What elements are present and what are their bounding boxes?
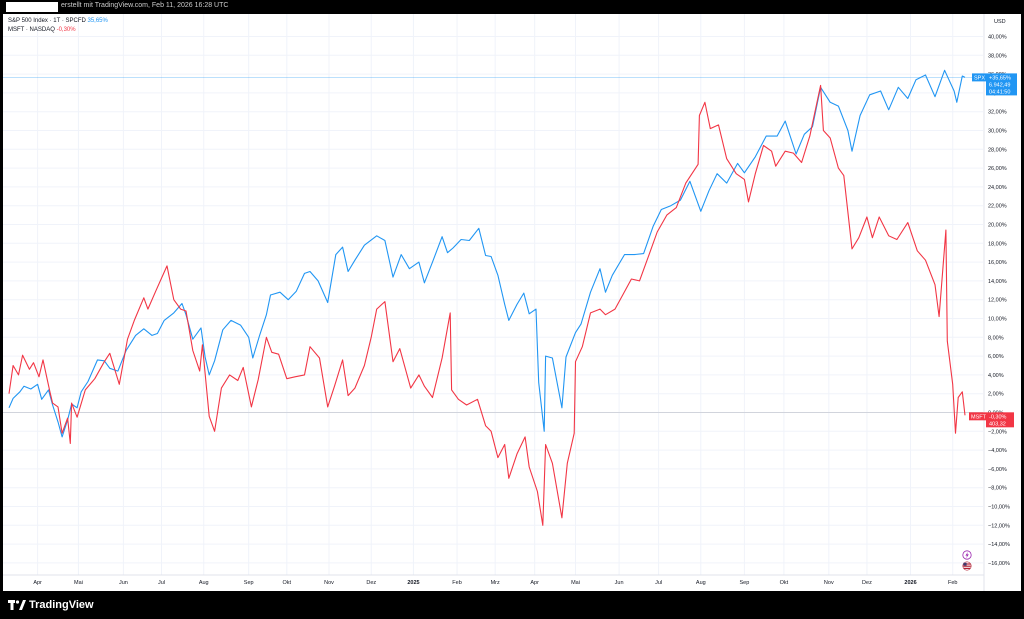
legend-spx-value: 35,65%: [87, 18, 108, 24]
x-tick-label: Apr: [530, 580, 539, 586]
x-tick-label: 2025: [407, 580, 419, 586]
x-tick-label: Feb: [452, 580, 461, 586]
y-tick-label: 26,00%: [988, 166, 1007, 172]
created-with-caption: erstellt mit TradingView.com, Feb 11, 20…: [61, 2, 229, 9]
msft-series-line: [8, 84, 966, 526]
x-tick-label: Nov: [324, 580, 334, 586]
x-tick-label: 2026: [904, 580, 916, 586]
spx-value-line: 6.942,49: [989, 82, 1010, 88]
y-tick-label: 2,00%: [988, 392, 1004, 398]
x-tick-label: Dez: [862, 580, 872, 586]
y-tick-label: 22,00%: [988, 204, 1007, 210]
msft-symbol-label: MSFT: [971, 414, 987, 420]
y-tick-label: 20,00%: [988, 223, 1007, 229]
x-tick-label: Feb: [948, 580, 957, 586]
x-tick-label: Aug: [199, 580, 209, 586]
time-axis: Apr Mai Jun Jul Aug Sep Okt Nov Dez 2025 Feb Mrz Apr…: [33, 580, 957, 586]
msft-symbol-tag: [969, 412, 986, 421]
spx-symbol-tag: [972, 73, 986, 82]
x-tick-label: Jul: [158, 580, 165, 586]
x-tick-label: Nov: [824, 580, 834, 586]
legend-msft-value: -0,30%: [56, 27, 76, 33]
spx-value-box: [986, 73, 1017, 96]
y-tick-label: 40,00%: [988, 35, 1007, 41]
y-tick-label: 18,00%: [988, 241, 1007, 247]
y-tick-label: 30,00%: [988, 129, 1007, 135]
x-tick-label: Jun: [119, 580, 128, 586]
y-tick-label: −14,00%: [988, 542, 1010, 548]
header-bar: erstellt mit TradingView.com, Feb 11, 20…: [0, 0, 1024, 14]
x-tick-label: Apr: [33, 580, 42, 586]
lightning-icon-bolt: [965, 552, 969, 559]
y-tick-label: −16,00%: [988, 561, 1010, 567]
y-tick-label: 14,00%: [988, 279, 1007, 285]
tradingview-logo-icon: [8, 599, 26, 610]
us-flag-canton: [963, 562, 967, 566]
legend-msft[interactable]: MSFT · NASDAQ -0,30%: [8, 26, 108, 35]
y-tick-label: 16,00%: [988, 260, 1007, 266]
y-tick-label: −12,00%: [988, 523, 1010, 529]
us-flag-stripe: [963, 565, 971, 567]
spx-symbol-label: SPX: [974, 75, 985, 81]
msft-value-line: -0,30%: [989, 414, 1007, 420]
x-tick-label: Okt: [780, 580, 789, 586]
y-tick-label: 32,00%: [988, 110, 1007, 116]
x-tick-label: Dez: [366, 580, 376, 586]
currency-label: USD: [994, 19, 1006, 25]
y-tick-label: 8,00%: [988, 335, 1004, 341]
y-tick-label: 24,00%: [988, 185, 1007, 191]
y-tick-label: −8,00%: [988, 486, 1007, 492]
y-tick-label: 6,00%: [988, 354, 1004, 360]
y-tick-label: 38,00%: [988, 53, 1007, 59]
msft-value-box: [986, 412, 1014, 428]
x-tick-label: Mai: [571, 580, 580, 586]
y-tick-label: 12,00%: [988, 298, 1007, 304]
msft-value-line: 403,32: [989, 421, 1006, 427]
x-tick-label: Jun: [615, 580, 624, 586]
y-tick-label: −4,00%: [988, 448, 1007, 454]
x-tick-label: Sep: [244, 580, 254, 586]
us-flag-stripe: [963, 567, 971, 569]
x-tick-label: Aug: [696, 580, 706, 586]
x-tick-label: Sep: [739, 580, 749, 586]
legend: S&P 500 Index · 1T · SPCFD 35,65% MSFT ·…: [8, 17, 108, 35]
x-tick-label: Jul: [655, 580, 662, 586]
lightning-icon[interactable]: [962, 550, 972, 560]
us-flag-stripe: [963, 563, 971, 565]
chart-area[interactable]: USD40,00%38,00%36,00%34,00%32,00%30,00%2…: [3, 14, 1021, 591]
x-tick-label: Mrz: [491, 580, 500, 586]
tradingview-logo-text: TradingView: [29, 599, 94, 611]
legend-spx[interactable]: S&P 500 Index · 1T · SPCFD 35,65%: [8, 17, 108, 26]
x-tick-label: Mai: [74, 580, 83, 586]
redacted-box: [6, 2, 58, 12]
x-tick-label: Okt: [283, 580, 292, 586]
chart-svg[interactable]: USD40,00%38,00%36,00%34,00%32,00%30,00%2…: [3, 14, 1021, 591]
spx-value-line: 04:41:50: [989, 89, 1010, 95]
y-tick-label: 4,00%: [988, 373, 1004, 379]
spx-value-line: +35,65%: [989, 75, 1011, 81]
y-tick-label: −2,00%: [988, 429, 1007, 435]
footer-bar: TradingView: [0, 591, 1024, 619]
price-axis: USD40,00%38,00%36,00%34,00%32,00%30,00%2…: [988, 19, 1010, 567]
legend-spx-name: S&P 500 Index · 1T · SPCFD: [8, 18, 86, 24]
msft-price-tag: MSFT -0,30%403,32: [969, 412, 1014, 428]
tradingview-logo[interactable]: TradingView: [8, 599, 94, 611]
legend-msft-name: MSFT · NASDAQ: [8, 27, 55, 33]
y-tick-label: −6,00%: [988, 467, 1007, 473]
y-tick-label: 28,00%: [988, 147, 1007, 153]
gridlines: [3, 14, 983, 575]
y-tick-label: −10,00%: [988, 505, 1010, 511]
spx-series-line: [8, 69, 966, 438]
y-tick-label: 10,00%: [988, 317, 1007, 323]
us-flag-icon[interactable]: [962, 561, 972, 571]
